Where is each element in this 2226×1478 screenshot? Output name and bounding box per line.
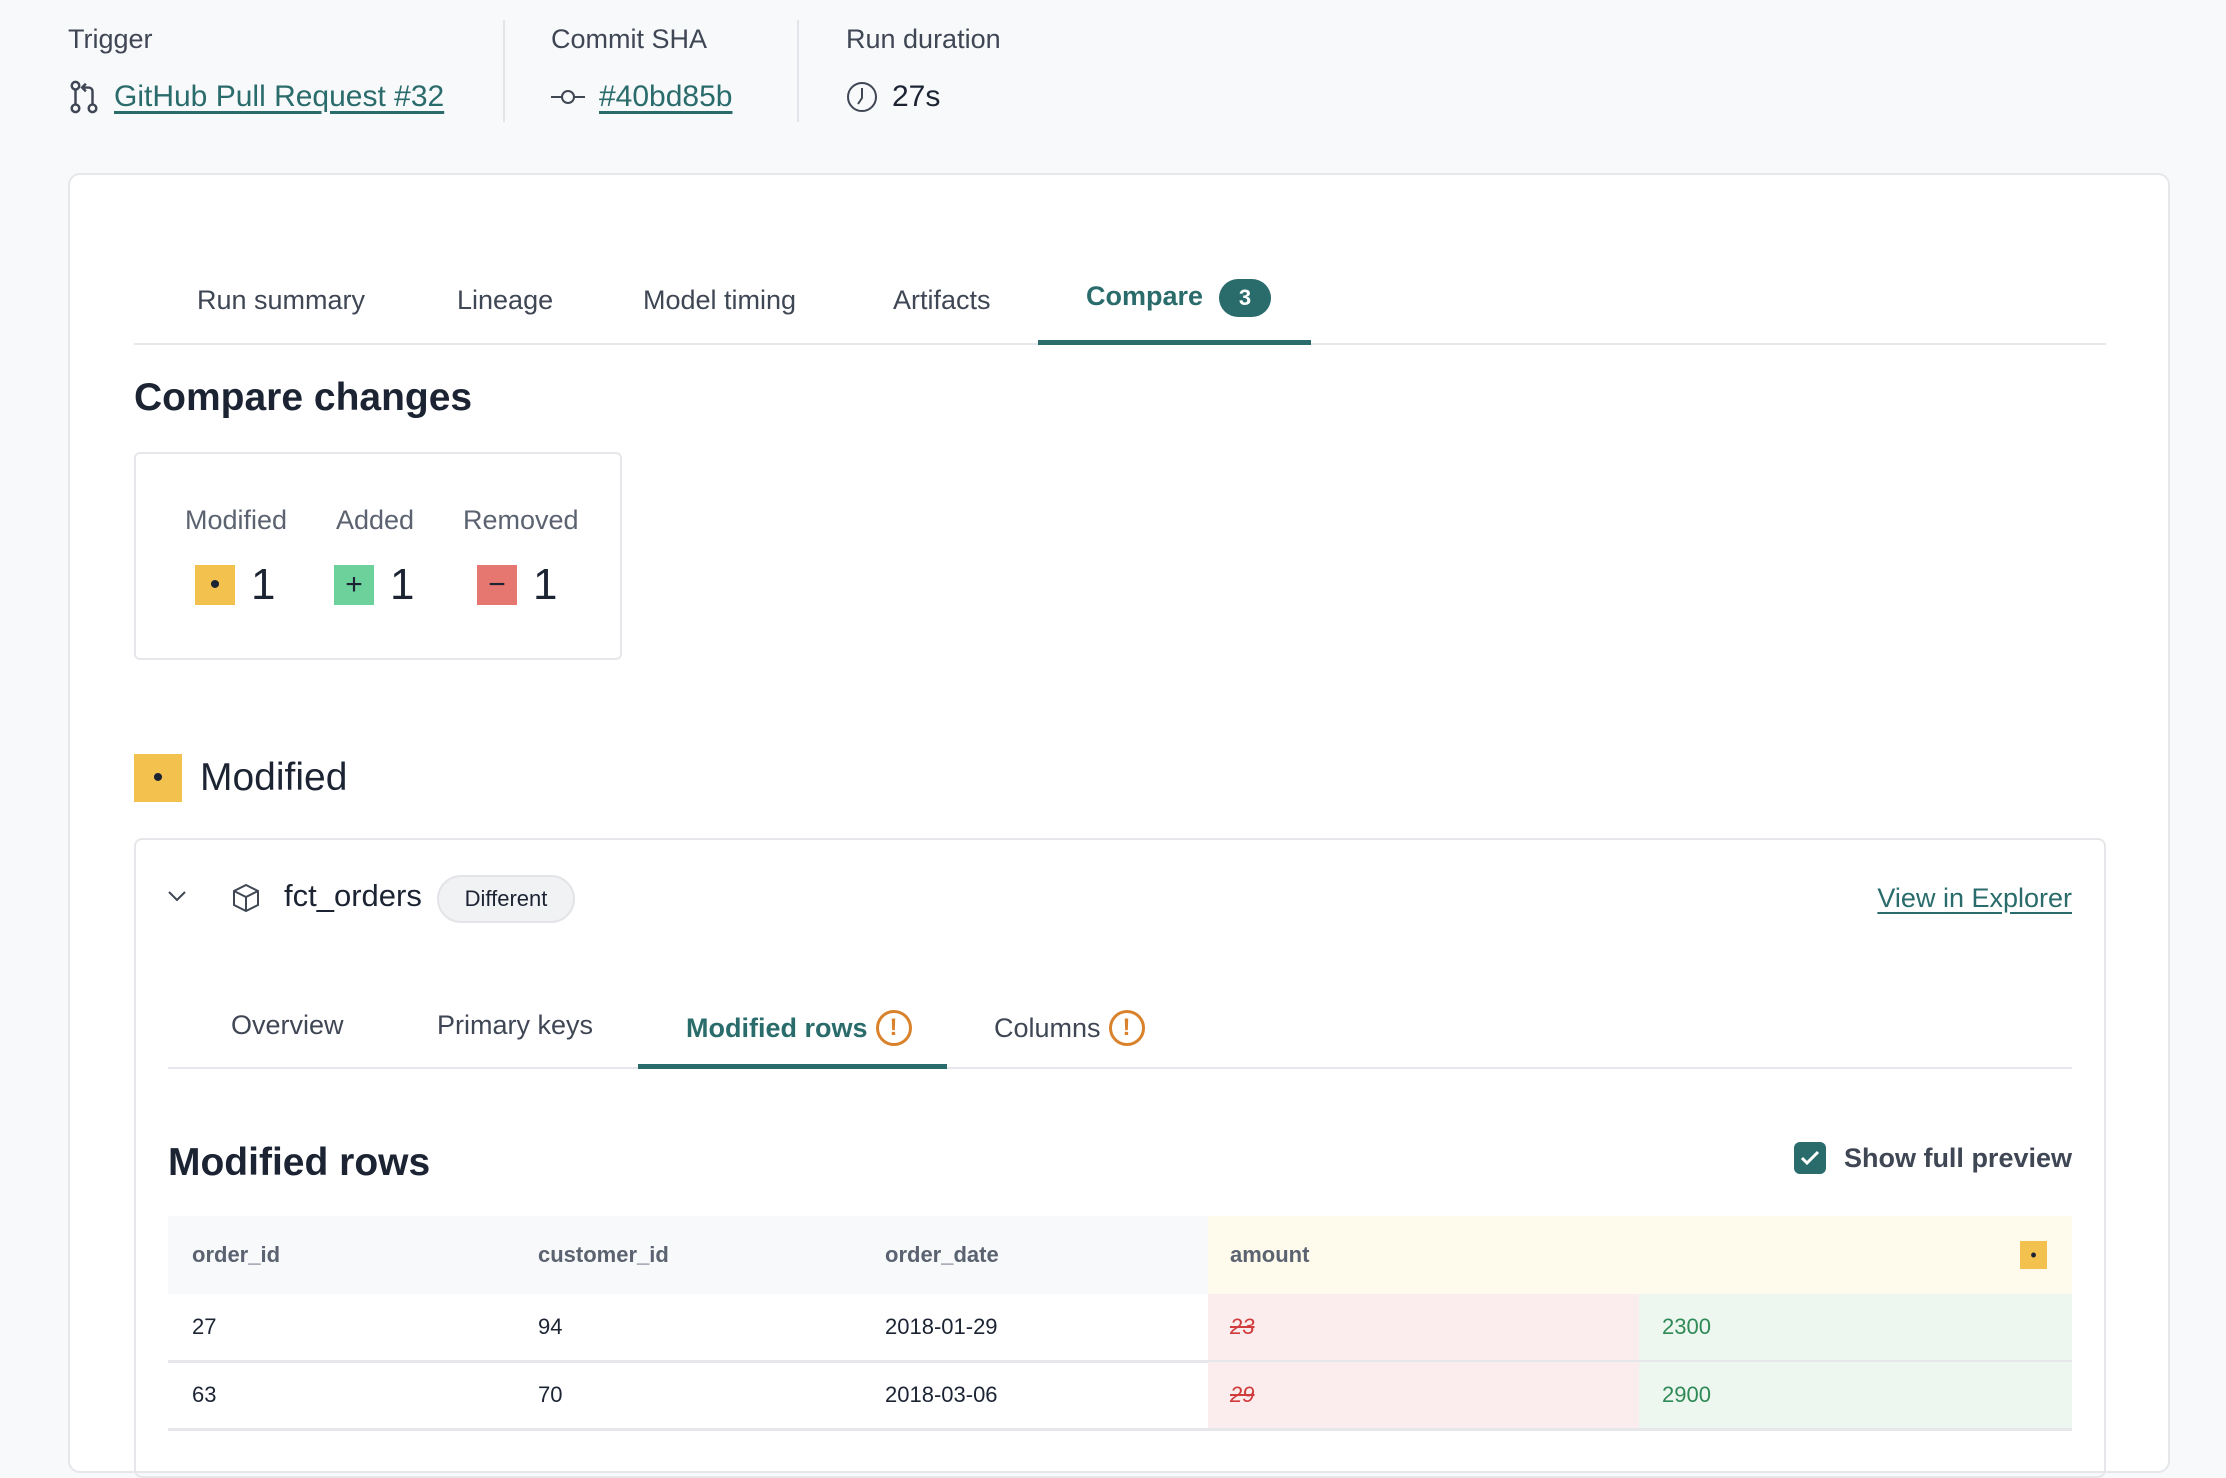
duration-value: 27s [846, 80, 940, 114]
cube-icon [233, 883, 259, 913]
trigger-value: GitHub Pull Request #32 [68, 80, 444, 114]
column-header: order_id [192, 1242, 281, 1267]
column-header: amount [1230, 1242, 1310, 1267]
divider [503, 20, 505, 122]
show-full-preview-toggle[interactable]: Show full preview [1793, 1142, 2072, 1174]
summary-removed-label: Removed [463, 505, 579, 535]
checkbox-checked-icon[interactable] [1793, 1142, 1826, 1174]
show-full-preview-label: Show full preview [1843, 1142, 2072, 1173]
modified-section-header: • Modified [134, 754, 347, 802]
cell-amount-new: 2900 [1662, 1382, 1711, 1407]
divider [797, 20, 799, 122]
tab-primary-keys[interactable]: Primary keys [437, 1010, 593, 1041]
summary-added: +1 [334, 560, 414, 610]
commit-link[interactable]: #40bd85b [599, 80, 733, 113]
summary-box [134, 452, 622, 660]
modified-section-title: Modified [200, 756, 348, 799]
column-header: order_date [885, 1242, 999, 1267]
tab-label: Primary keys [437, 1010, 594, 1040]
active-tab-indicator [1038, 340, 1311, 345]
modified-count: 1 [251, 560, 276, 609]
cell-order-date: 2018-01-29 [885, 1314, 998, 1339]
warning-icon: ! [875, 1010, 912, 1046]
modified-column-icon: • [2020, 1241, 2047, 1269]
row-divider [168, 1360, 2072, 1363]
tab-compare-label: Compare [1086, 281, 1204, 312]
git-pull-request-icon [70, 80, 98, 114]
tab-compare[interactable]: Compare 3 [1086, 279, 1272, 317]
tab-label: Modified rows [686, 1012, 868, 1043]
modified-icon: • [195, 565, 235, 605]
new-value-bg [1639, 1294, 2072, 1360]
compare-title: Compare changes [134, 376, 473, 419]
column-header: customer_id [538, 1242, 669, 1267]
git-commit-icon [551, 90, 585, 104]
added-count: 1 [390, 560, 415, 609]
summary-modified: • 1 [195, 560, 275, 610]
active-inner-tab-indicator [638, 1064, 947, 1069]
tab-lineage[interactable]: Lineage [457, 285, 554, 315]
cell-amount-old: 23 [1230, 1314, 1255, 1339]
old-value-bg [1208, 1294, 1639, 1360]
tab-modified-rows[interactable]: Modified rows! [686, 1010, 912, 1046]
inner-tabs-divider [168, 1067, 2072, 1069]
modified-rows-title: Modified rows [168, 1141, 431, 1184]
amount-header-bg [1208, 1216, 2072, 1294]
view-in-explorer-link[interactable]: View in Explorer [1877, 883, 2072, 913]
tab-artifacts[interactable]: Artifacts [893, 285, 991, 315]
summary-removed: −1 [477, 560, 557, 610]
pull-request-link[interactable]: GitHub Pull Request #32 [114, 80, 445, 113]
old-value-bg [1208, 1362, 1639, 1428]
cell-customer-id: 94 [538, 1314, 563, 1339]
duration-label: Run duration [846, 24, 1001, 54]
tab-run-summary[interactable]: Run summary [197, 285, 366, 315]
tab-overview[interactable]: Overview [231, 1010, 344, 1041]
commit-label: Commit SHA [551, 24, 708, 54]
duration-text: 27s [892, 80, 941, 113]
status-badge: Different [437, 875, 575, 923]
new-value-bg [1639, 1362, 2072, 1428]
table-header-bg [168, 1216, 1208, 1294]
tab-columns[interactable]: Columns! [994, 1010, 1145, 1046]
cell-order-id: 63 [192, 1382, 217, 1407]
chevron-down-icon[interactable] [166, 888, 188, 904]
compare-count-badge: 3 [1219, 279, 1272, 317]
cell-order-id: 27 [192, 1314, 217, 1339]
summary-added-label: Added [336, 505, 415, 535]
model-name: fct_orders [284, 878, 422, 913]
tab-label: Columns [994, 1012, 1101, 1043]
cell-customer-id: 70 [538, 1382, 563, 1407]
tab-label: Overview [231, 1010, 344, 1040]
cell-order-date: 2018-03-06 [885, 1382, 998, 1407]
removed-count: 1 [533, 560, 558, 609]
trigger-label: Trigger [68, 24, 153, 54]
clock-icon [847, 82, 877, 112]
cell-amount-new: 2300 [1662, 1314, 1711, 1339]
added-icon: + [334, 565, 374, 605]
commit-value: #40bd85b [551, 80, 732, 114]
warning-icon: ! [1108, 1010, 1145, 1046]
tab-model-timing[interactable]: Model timing [643, 285, 797, 315]
removed-icon: − [477, 565, 517, 605]
modified-icon: • [134, 754, 182, 802]
summary-modified-label: Modified [185, 505, 288, 535]
cell-amount-old: 29 [1230, 1382, 1255, 1407]
